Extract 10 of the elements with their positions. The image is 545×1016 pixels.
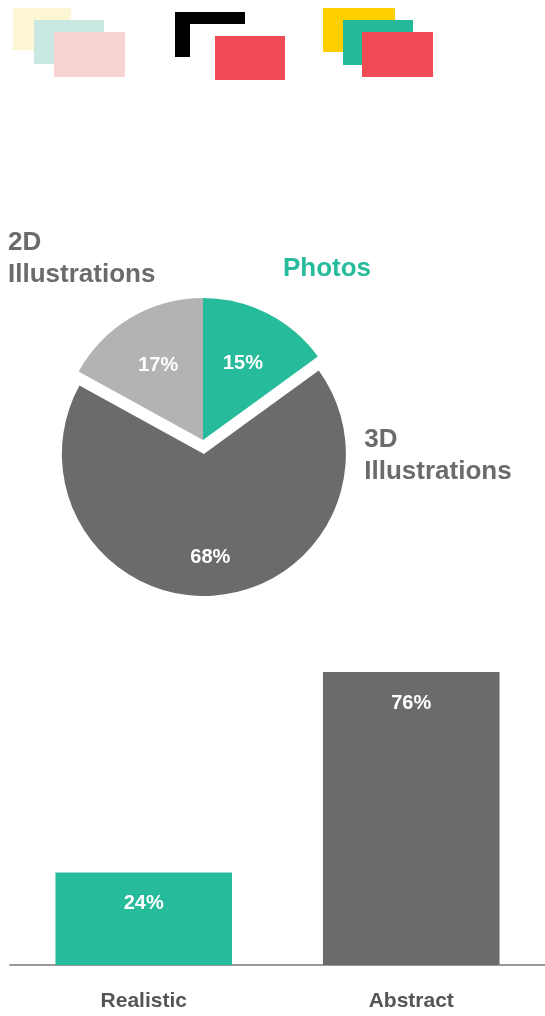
- data-label: 24%: [123, 891, 164, 914]
- data-label: 15%: [222, 350, 264, 373]
- data-label: 68%: [190, 545, 231, 568]
- data-label: 76%: [391, 691, 432, 713]
- x-tick-label: Realistic: [100, 988, 188, 1011]
- data-label: 17%: [138, 353, 179, 376]
- slice-label: 2D Illustrations: [8, 225, 156, 288]
- x-tick-label: Abstract: [368, 988, 454, 1011]
- slice-label: 3D Illustrations: [364, 423, 512, 486]
- slice-label: Photos: [282, 252, 372, 283]
